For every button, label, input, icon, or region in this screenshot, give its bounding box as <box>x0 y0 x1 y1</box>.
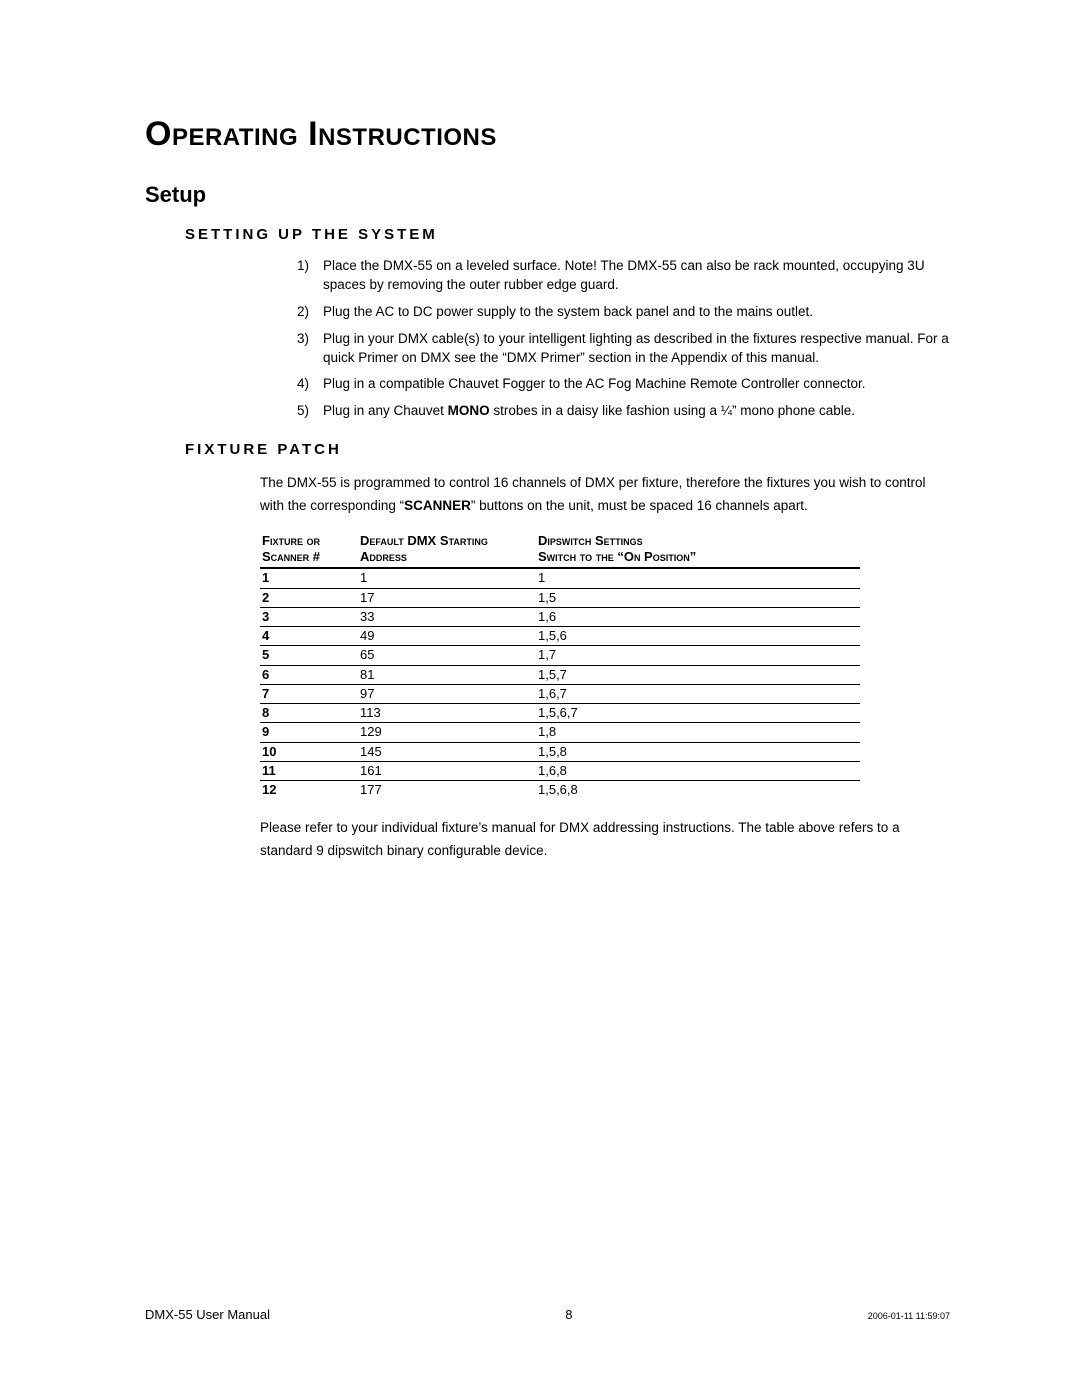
table-row: 101451,5,8 <box>260 742 860 761</box>
table-row: 6811,5,7 <box>260 665 860 684</box>
list-item: 3)Plug in your DMX cable(s) to your inte… <box>297 330 950 368</box>
table-header-scanner: Fixture orScanner # <box>260 531 358 569</box>
table-header-dipswitch: Dipswitch SettingsSwitch to the “On Posi… <box>536 531 860 569</box>
list-item: 5)Plug in any Chauvet MONO strobes in a … <box>297 402 950 421</box>
table-row: 7971,6,7 <box>260 684 860 703</box>
table-row: 3331,6 <box>260 607 860 626</box>
subsection-fixture-patch: FIXTURE PATCH <box>185 441 950 458</box>
fixture-patch-intro: The DMX-55 is programmed to control 16 c… <box>260 472 950 517</box>
setup-steps-list: 1)Place the DMX-55 on a leveled surface.… <box>145 257 950 421</box>
page-title: Operating Instructions <box>145 115 950 154</box>
table-row: 121771,5,6,8 <box>260 781 860 800</box>
table-row: 91291,8 <box>260 723 860 742</box>
list-item: 2)Plug the AC to DC power supply to the … <box>297 303 950 322</box>
table-row: 81131,5,6,7 <box>260 704 860 723</box>
table-row: 5651,7 <box>260 646 860 665</box>
footer-page-number: 8 <box>565 1307 572 1322</box>
subsection-setting-up: SETTING UP THE SYSTEM <box>185 226 950 243</box>
fixture-patch-table: Fixture orScanner # Default DMX Starting… <box>260 531 950 800</box>
footer-timestamp: 2006-01-11 11:59:07 <box>868 1311 950 1321</box>
footer-left: DMX-55 User Manual <box>145 1307 270 1322</box>
list-item: 1)Place the DMX-55 on a leveled surface.… <box>297 257 950 295</box>
list-item: 4)Plug in a compatible Chauvet Fogger to… <box>297 375 950 394</box>
table-header-address: Default DMX StartingAddress <box>358 531 536 569</box>
section-heading: Setup <box>145 182 950 208</box>
table-row: 2171,5 <box>260 588 860 607</box>
table-row: 4491,5,6 <box>260 627 860 646</box>
page-footer: DMX-55 User Manual 8 2006-01-11 11:59:07 <box>145 1307 950 1322</box>
table-row: 111 <box>260 568 860 588</box>
fixture-patch-outro: Please refer to your individual fixture’… <box>260 817 950 862</box>
table-row: 111611,6,8 <box>260 761 860 780</box>
